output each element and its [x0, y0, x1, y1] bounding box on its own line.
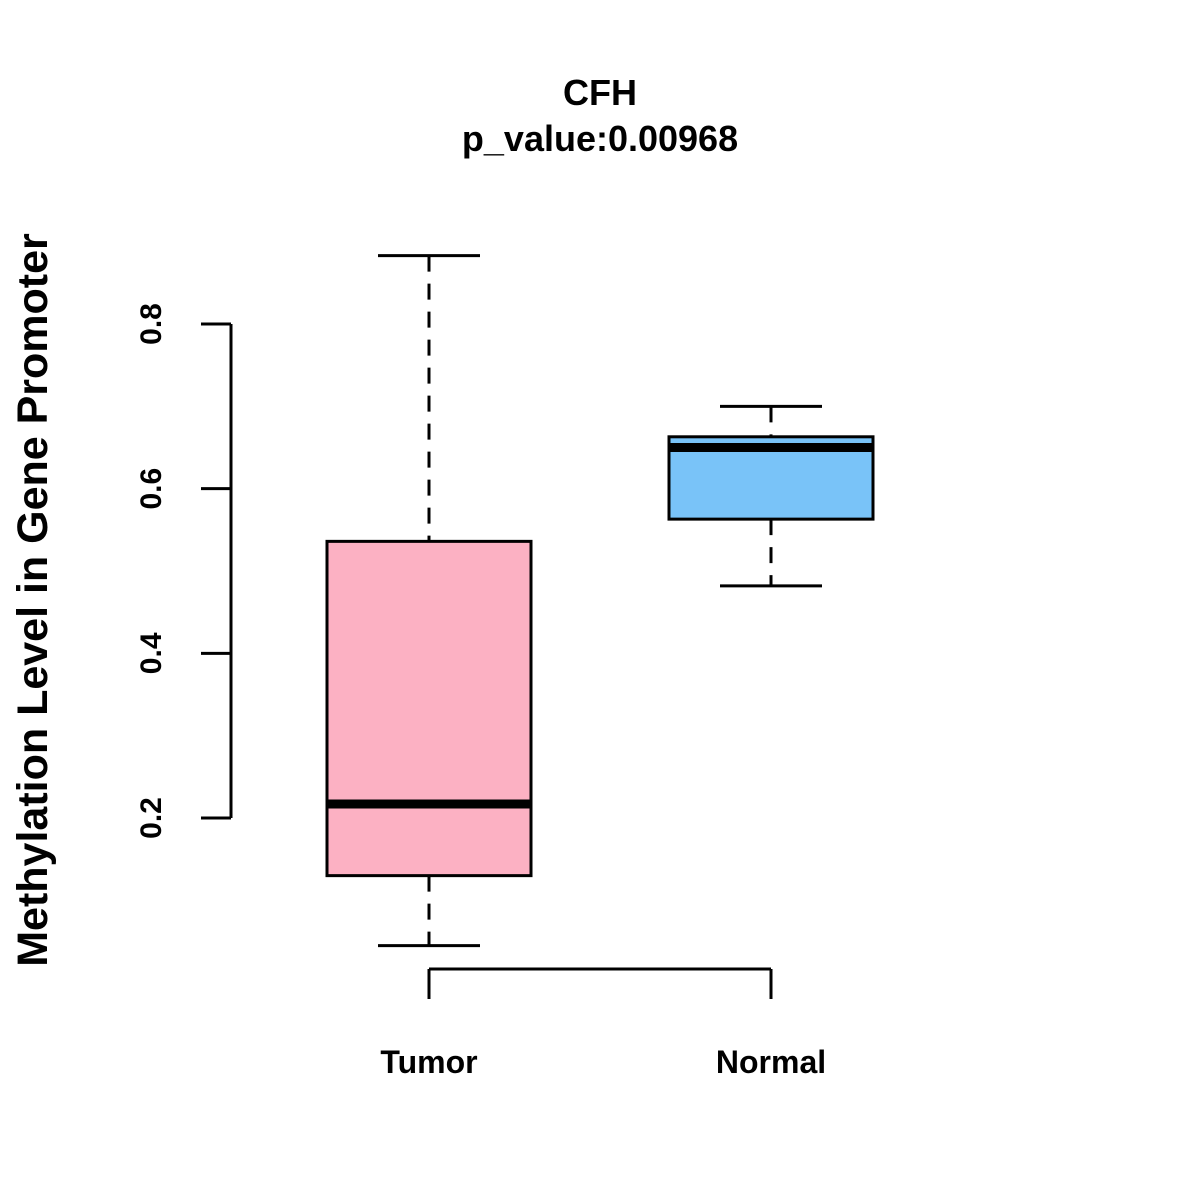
box-normal [667, 404, 875, 588]
y-tick-label: 0.4 [135, 632, 168, 674]
box-series [325, 254, 875, 948]
chart-title: CFH [563, 72, 637, 113]
x-axis: Tumor Normal [380, 967, 826, 1080]
x-tick-label: Tumor [380, 1044, 477, 1080]
y-axis: 0.2 0.4 0.6 0.8 [135, 303, 233, 839]
y-tick-label: 0.8 [135, 303, 168, 345]
y-tick-label: 0.2 [135, 797, 168, 839]
y-tick-label: 0.6 [135, 468, 168, 510]
y-axis-label: Methylation Level in Gene Promoter [9, 233, 57, 967]
box-iqr [325, 539, 533, 878]
x-tick-label: Normal [716, 1044, 826, 1080]
box-tumor [325, 254, 533, 948]
chart-subtitle: p_value:0.00968 [462, 118, 738, 159]
